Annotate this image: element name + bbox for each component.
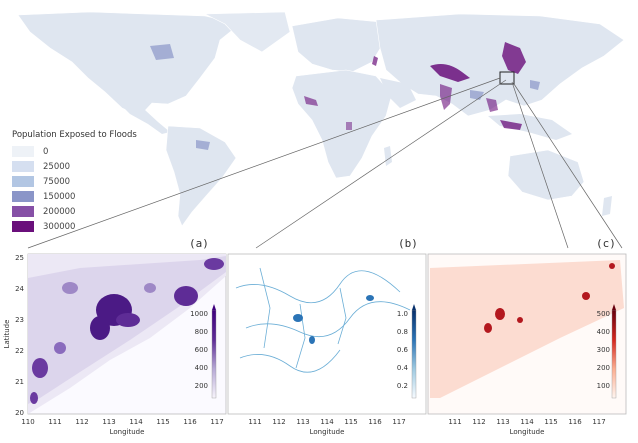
north-america — [17, 11, 241, 117]
y-tick-label: 23 — [15, 316, 24, 324]
europe — [291, 17, 385, 73]
x-tick-label: 111 — [448, 418, 461, 426]
legend-label: 300000 — [43, 221, 76, 232]
legend-swatch — [12, 221, 34, 232]
legend-label: 200000 — [43, 206, 76, 217]
legend-item: 150000 — [12, 189, 162, 204]
africa — [291, 69, 393, 179]
x-tick-label: 113 — [496, 418, 509, 426]
central-america — [120, 104, 170, 134]
colorbar-tick-label: 400 — [195, 364, 208, 372]
y-tick-label: 22 — [15, 347, 24, 355]
legend-swatch — [12, 176, 34, 187]
flood-exposure-hotspots — [304, 42, 526, 130]
colorbar-tick-label: 1.0 — [397, 310, 408, 318]
x-tick-label: 115 — [156, 418, 169, 426]
x-tick-label: 115 — [344, 418, 357, 426]
colorbar-tick-label: 1000 — [190, 310, 208, 318]
legend-swatch — [12, 191, 34, 202]
legend-item: 200000 — [12, 204, 162, 219]
x-tick-label: 112 — [472, 418, 485, 426]
x-tick-label: 116 — [568, 418, 582, 426]
x-tick-label: 112 — [75, 418, 88, 426]
legend-item: 300000 — [12, 219, 162, 234]
colorbar-tick-label: 200 — [597, 364, 610, 372]
panel-c-map — [430, 260, 624, 398]
japan — [558, 50, 576, 74]
colorbar-tick-label: 500 — [597, 310, 610, 318]
x-tick-label: 115 — [544, 418, 557, 426]
colorbar-tick-label: 0.8 — [397, 328, 408, 336]
legend-label: 0 — [43, 146, 49, 157]
axis-layer: 110 111 112 113 114 115 116 117 111 112 113 114 115 1… — [3, 254, 610, 436]
colorbar-b — [411, 309, 417, 399]
panel-b-strong — [293, 295, 374, 344]
legend-swatch — [12, 161, 34, 172]
colorbar-tick-label: 100 — [597, 382, 610, 390]
colorbar-tick-label: 0.2 — [397, 382, 408, 390]
y-tick-label: 20 — [15, 409, 24, 417]
x-tick-label: 117 — [210, 418, 223, 426]
australia — [507, 149, 585, 201]
panel-label-a: (a) — [189, 237, 209, 250]
x-tick-label: 111 — [248, 418, 261, 426]
colorbar-tick-label: 200 — [195, 382, 208, 390]
x-tick-label: 110 — [21, 418, 34, 426]
x-tick-label: 112 — [272, 418, 285, 426]
legend-swatch — [12, 206, 34, 217]
panel-c-strong — [484, 263, 615, 333]
world-map — [17, 11, 625, 249]
y-tick-label: 21 — [15, 378, 24, 386]
legend-title: Population Exposed to Floods — [12, 130, 137, 140]
colorbar-tick-label: 400 — [597, 328, 610, 336]
x-tick-label: 116 — [183, 418, 197, 426]
colorbar-tick-label: 300 — [597, 346, 610, 354]
y-axis-title: Latitude — [3, 320, 11, 349]
x-axis-title: Longitude — [110, 428, 145, 436]
panel-label-b: (b) — [398, 237, 418, 250]
southeast-asia — [488, 114, 572, 140]
colorbar-tick-label: 600 — [195, 346, 208, 354]
legend-label: 150000 — [43, 191, 76, 202]
moderate-exposure — [150, 44, 540, 150]
colorbar-a — [211, 309, 217, 399]
x-tick-label: 117 — [592, 418, 605, 426]
legend-label: 75000 — [43, 176, 71, 187]
legend-item: 0 — [12, 144, 162, 159]
x-tick-label: 111 — [48, 418, 61, 426]
x-tick-label: 116 — [368, 418, 382, 426]
greenland — [204, 11, 291, 53]
south-america — [165, 125, 237, 227]
x-axis-title: Longitude — [510, 428, 545, 436]
panel-a-map — [28, 254, 226, 414]
x-tick-label: 114 — [520, 418, 534, 426]
colorbar-tick-label: 0.4 — [397, 364, 409, 372]
x-tick-label: 114 — [129, 418, 143, 426]
x-tick-label: 113 — [296, 418, 309, 426]
panel-label-c: (c) — [596, 237, 616, 250]
x-tick-label: 114 — [320, 418, 334, 426]
colorbar-tick-label: 800 — [195, 328, 208, 336]
new-zealand — [602, 196, 612, 216]
y-tick-label: 24 — [15, 285, 24, 293]
detail-panels: 110 111 112 113 114 115 116 117 111 112 113 114 115 1… — [3, 253, 627, 436]
arabian-peninsula — [380, 78, 416, 108]
madagascar — [384, 146, 392, 166]
panel-b-frame — [227, 253, 427, 415]
connector-lines — [27, 77, 623, 249]
legend-item: 25000 — [12, 159, 162, 174]
x-tick-label: 117 — [392, 418, 405, 426]
legend-label: 25000 — [43, 161, 71, 172]
colorbar-c — [611, 309, 617, 399]
y-tick-label: 25 — [15, 254, 24, 262]
legend-item: 75000 — [12, 174, 162, 189]
colorbar-tick-label: 0.6 — [397, 346, 409, 354]
x-tick-label: 113 — [102, 418, 115, 426]
legend: Population Exposed to Floods 0 25000 75000… — [12, 130, 162, 234]
x-axis-title: Longitude — [310, 428, 345, 436]
legend-swatch — [12, 146, 34, 157]
